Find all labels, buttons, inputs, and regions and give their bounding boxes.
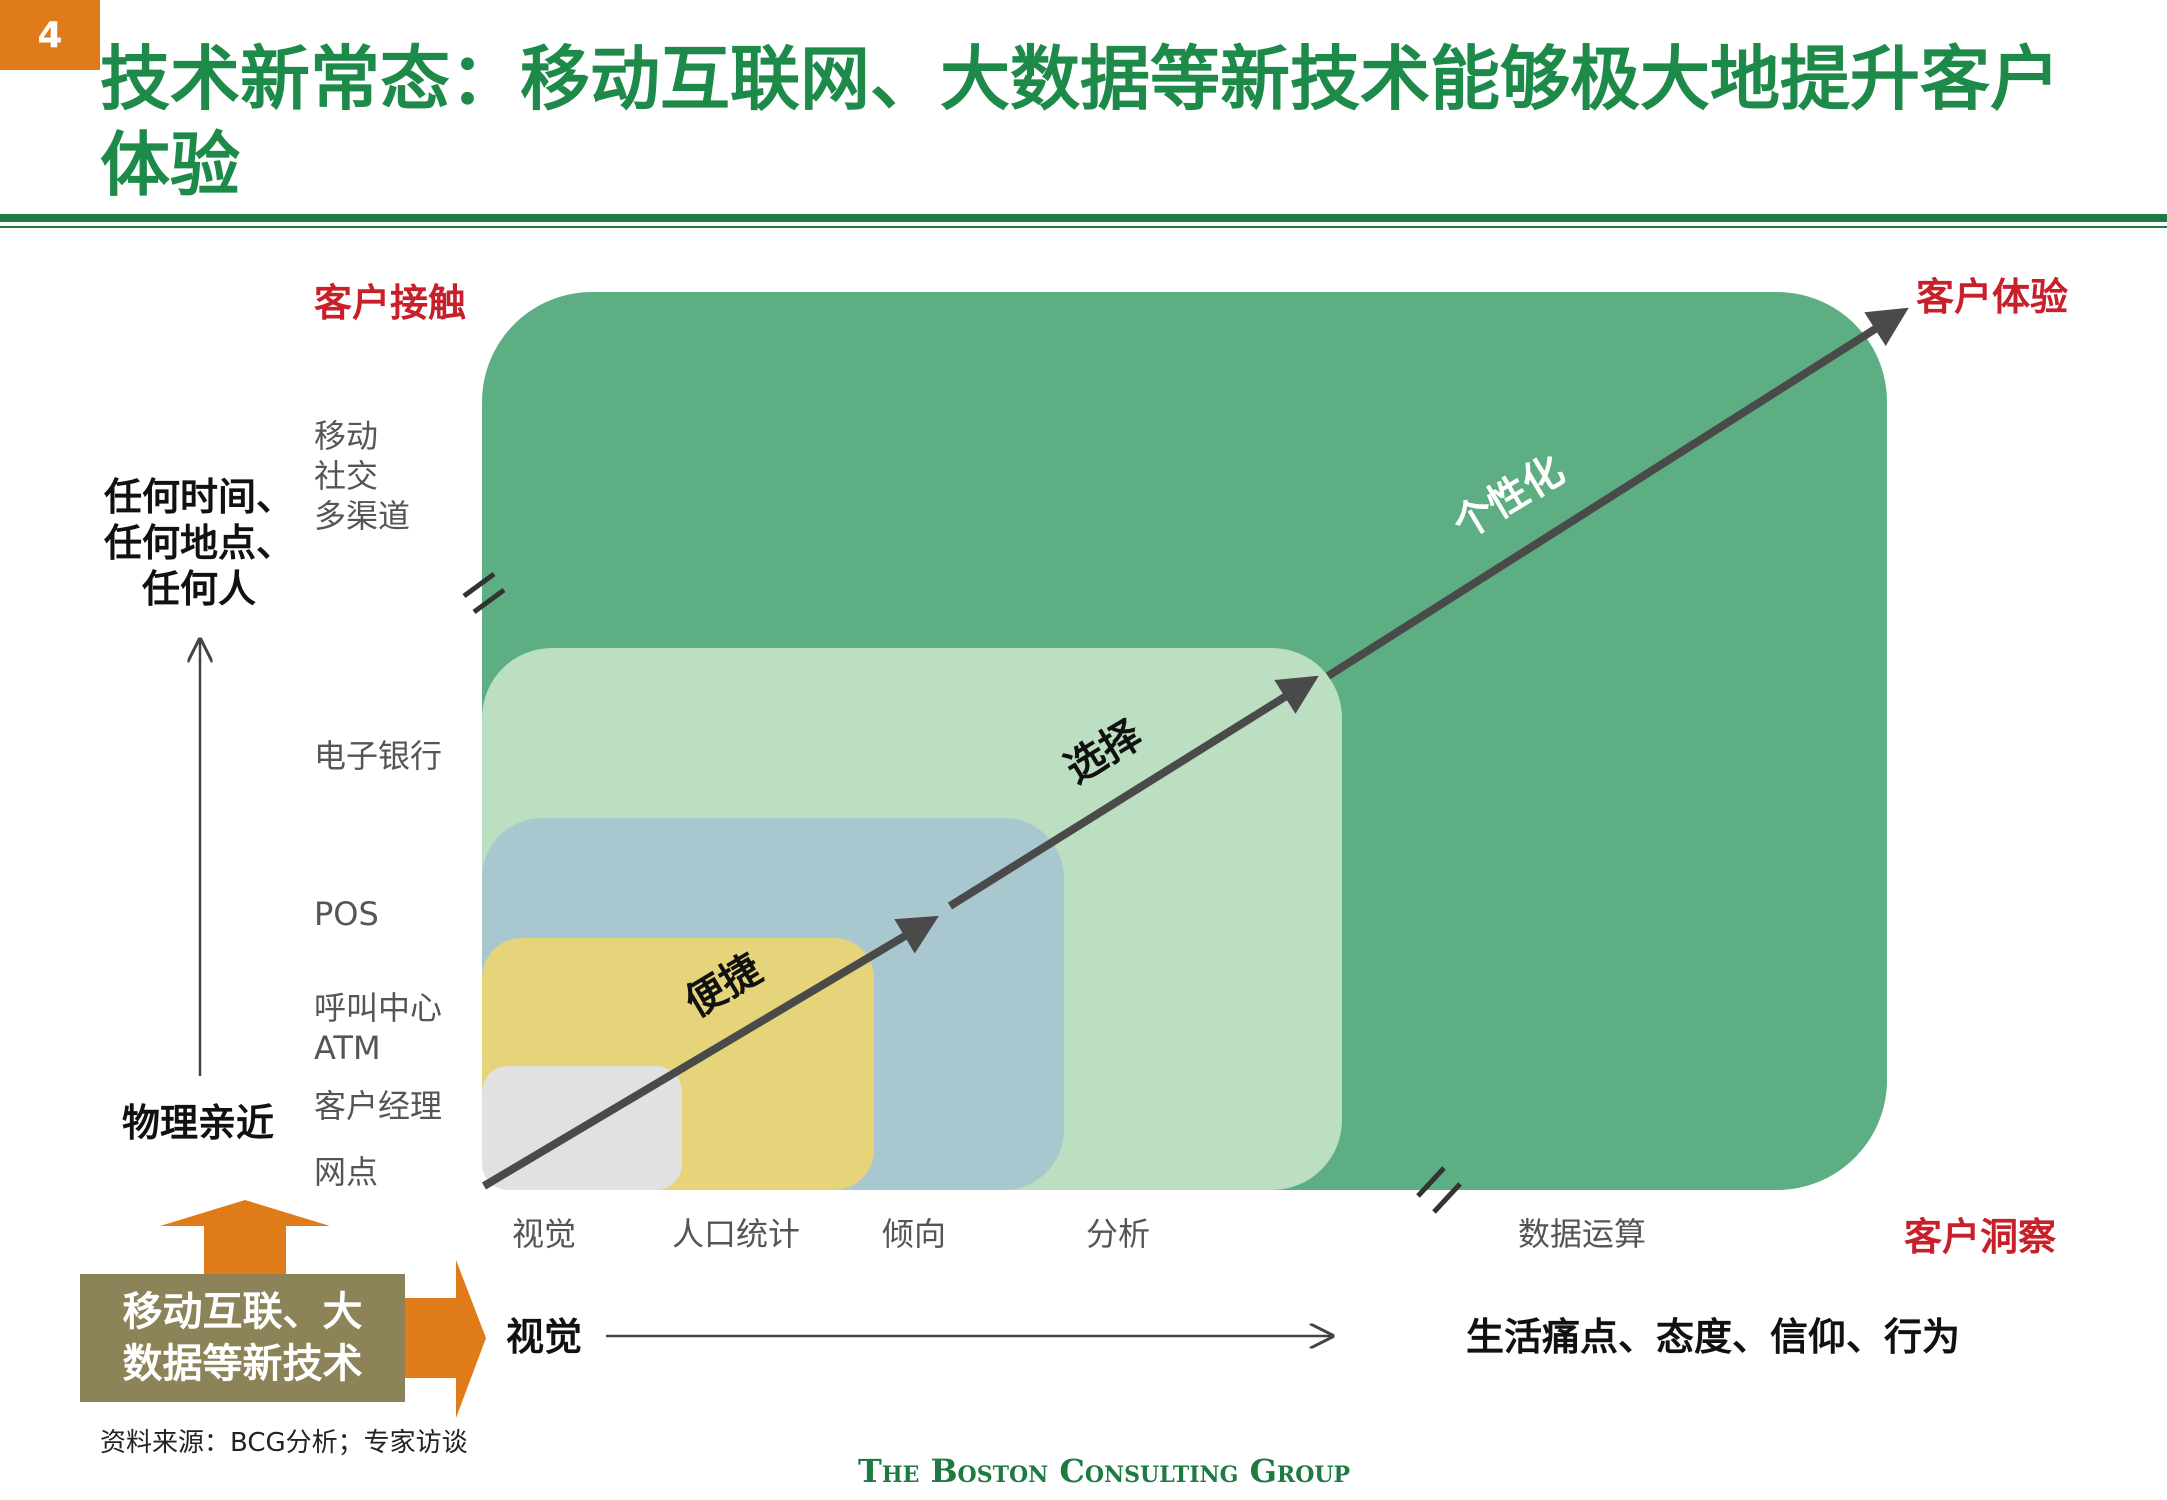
page-title: 技术新常态：移动互联网、大数据等新技术能够极大地提升客户体验 <box>100 38 2060 206</box>
item-manager: 客户经理 <box>314 1087 443 1125</box>
item-atm: ATM <box>314 1029 381 1067</box>
anytime-label-1: 任何时间、 <box>104 475 295 519</box>
label-customer-experience: 客户体验 <box>1916 275 2069 319</box>
bcg-logo: The Boston Consulting Group <box>858 1452 1351 1490</box>
orange-right-arrow <box>405 1260 486 1418</box>
page-number: 4 <box>0 0 100 70</box>
title-rule <box>0 214 2167 222</box>
orange-up-arrow <box>160 1200 330 1276</box>
title-rule-thin <box>0 226 2167 228</box>
source-note: 资料来源：BCG分析；专家访谈 <box>100 1428 468 1458</box>
anytime-label-3: 任何人 <box>142 567 257 611</box>
item-pos: POS <box>314 895 379 933</box>
item-callcenter: 呼叫中心 <box>314 989 443 1027</box>
tick-demographics: 人口统计 <box>672 1215 801 1253</box>
tick-propensity: 倾向 <box>882 1215 947 1253</box>
label-customer-insight: 客户洞察 <box>1904 1215 2057 1259</box>
item-ebank: 电子银行 <box>314 737 443 775</box>
tick-data-computation: 数据运算 <box>1518 1215 1647 1253</box>
bottom-end-label: 生活痛点、态度、信仰、行为 <box>1466 1315 1961 1359</box>
tick-analysis: 分析 <box>1086 1215 1151 1253</box>
tick-visual: 视觉 <box>512 1215 577 1253</box>
new-tech-line-2: 数据等新技术 <box>122 1341 363 1387</box>
new-tech-line-1: 移动互联、大 <box>122 1289 363 1335</box>
bottom-start-label: 视觉 <box>506 1315 583 1359</box>
item-mobile: 移动 <box>314 417 379 455</box>
item-multichannel: 多渠道 <box>314 497 411 535</box>
item-social: 社交 <box>314 457 379 495</box>
physical-proximity-label: 物理亲近 <box>122 1101 275 1145</box>
anytime-label-2: 任何地点、 <box>104 521 295 565</box>
label-customer-contact: 客户接触 <box>314 281 467 325</box>
x-axis-break <box>1416 1166 1462 1214</box>
item-branch: 网点 <box>314 1153 379 1191</box>
arrow-personalization <box>1325 307 1909 680</box>
y-axis-break <box>462 571 506 615</box>
new-tech-box: 移动互联、大 数据等新技术 <box>80 1274 405 1402</box>
arrow-choice <box>947 675 1319 910</box>
arrow-convenience <box>481 915 939 1190</box>
